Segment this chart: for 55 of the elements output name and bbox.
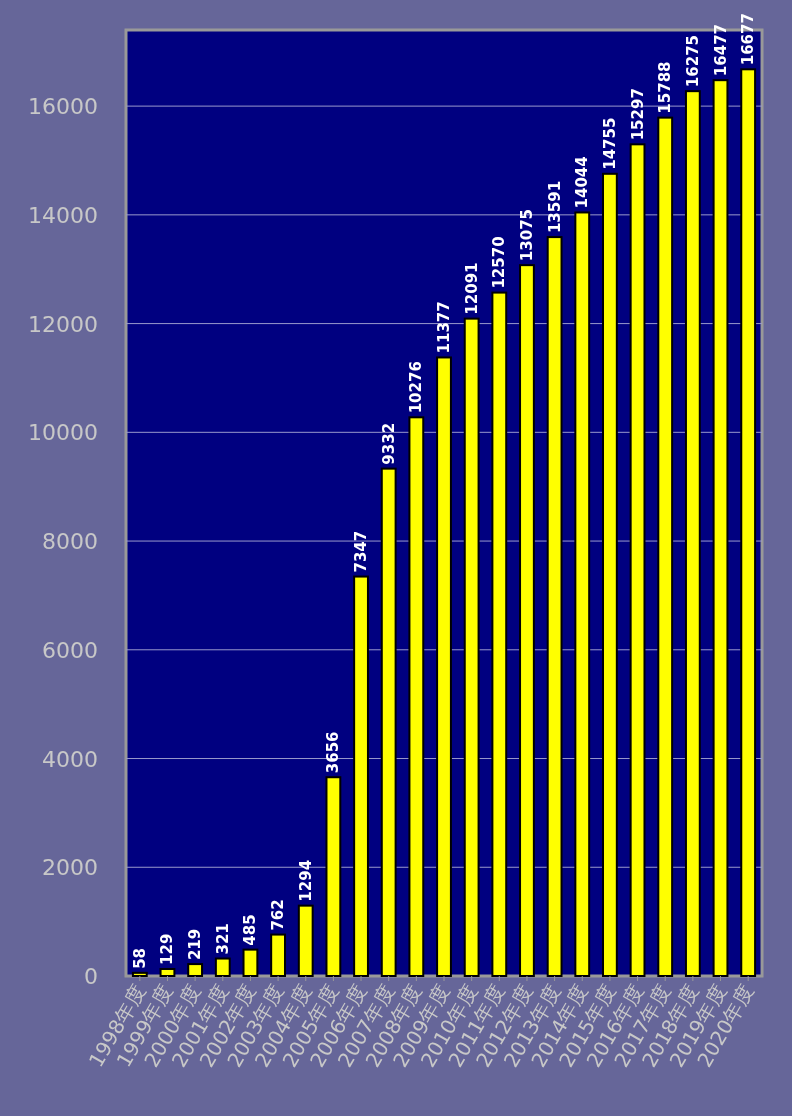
y-tick-label: 6000 bbox=[42, 637, 98, 663]
data-label: 129 bbox=[158, 933, 177, 965]
data-label: 14044 bbox=[573, 156, 592, 209]
data-label: 12570 bbox=[490, 236, 509, 289]
y-tick-label: 16000 bbox=[28, 94, 98, 120]
bar bbox=[463, 317, 480, 977]
data-label: 11377 bbox=[435, 301, 453, 354]
y-tick-label: 2000 bbox=[42, 855, 98, 881]
data-label: 3656 bbox=[324, 731, 343, 774]
data-label: 58 bbox=[130, 947, 149, 969]
y-tick-label: 14000 bbox=[28, 202, 98, 228]
bar bbox=[325, 776, 342, 977]
data-label: 15297 bbox=[628, 88, 647, 141]
bar bbox=[380, 467, 397, 977]
bar bbox=[353, 575, 369, 977]
data-label: 13075 bbox=[517, 208, 536, 262]
data-label: 762 bbox=[269, 899, 288, 931]
data-label: 14755 bbox=[600, 117, 619, 170]
bar bbox=[131, 971, 148, 977]
data-label: 13591 bbox=[545, 180, 564, 234]
bar bbox=[629, 143, 646, 977]
bar bbox=[436, 356, 452, 977]
bar bbox=[270, 933, 286, 977]
bar bbox=[159, 967, 176, 977]
bar bbox=[214, 957, 231, 977]
data-label: 16477 bbox=[711, 23, 730, 77]
bar bbox=[546, 236, 563, 977]
data-label: 7347 bbox=[352, 530, 371, 573]
bar bbox=[408, 416, 425, 977]
data-label: 16677 bbox=[739, 13, 758, 66]
bar bbox=[740, 68, 757, 977]
bar bbox=[602, 172, 618, 977]
data-label: 9332 bbox=[379, 422, 398, 465]
data-label: 16275 bbox=[683, 34, 702, 88]
bar bbox=[491, 291, 508, 977]
bar bbox=[187, 963, 204, 977]
bar bbox=[574, 211, 591, 977]
data-label: 321 bbox=[213, 923, 232, 955]
bar bbox=[657, 116, 674, 977]
data-label: 12091 bbox=[462, 262, 481, 315]
bar bbox=[519, 264, 535, 977]
data-label: 1294 bbox=[296, 859, 315, 902]
y-tick-label: 0 bbox=[84, 964, 98, 989]
bar bbox=[684, 90, 701, 977]
data-label: 219 bbox=[186, 928, 205, 961]
y-tick-label: 8000 bbox=[42, 529, 98, 555]
data-label: 485 bbox=[241, 914, 260, 946]
data-label: 15788 bbox=[656, 61, 675, 114]
y-tick-label: 12000 bbox=[28, 311, 98, 337]
data-label: 10276 bbox=[407, 361, 426, 414]
y-tick-label: 4000 bbox=[42, 746, 98, 772]
bar bbox=[297, 904, 314, 977]
y-tick-label: 10000 bbox=[28, 420, 98, 446]
bar bbox=[712, 79, 729, 977]
bar bbox=[242, 948, 259, 977]
